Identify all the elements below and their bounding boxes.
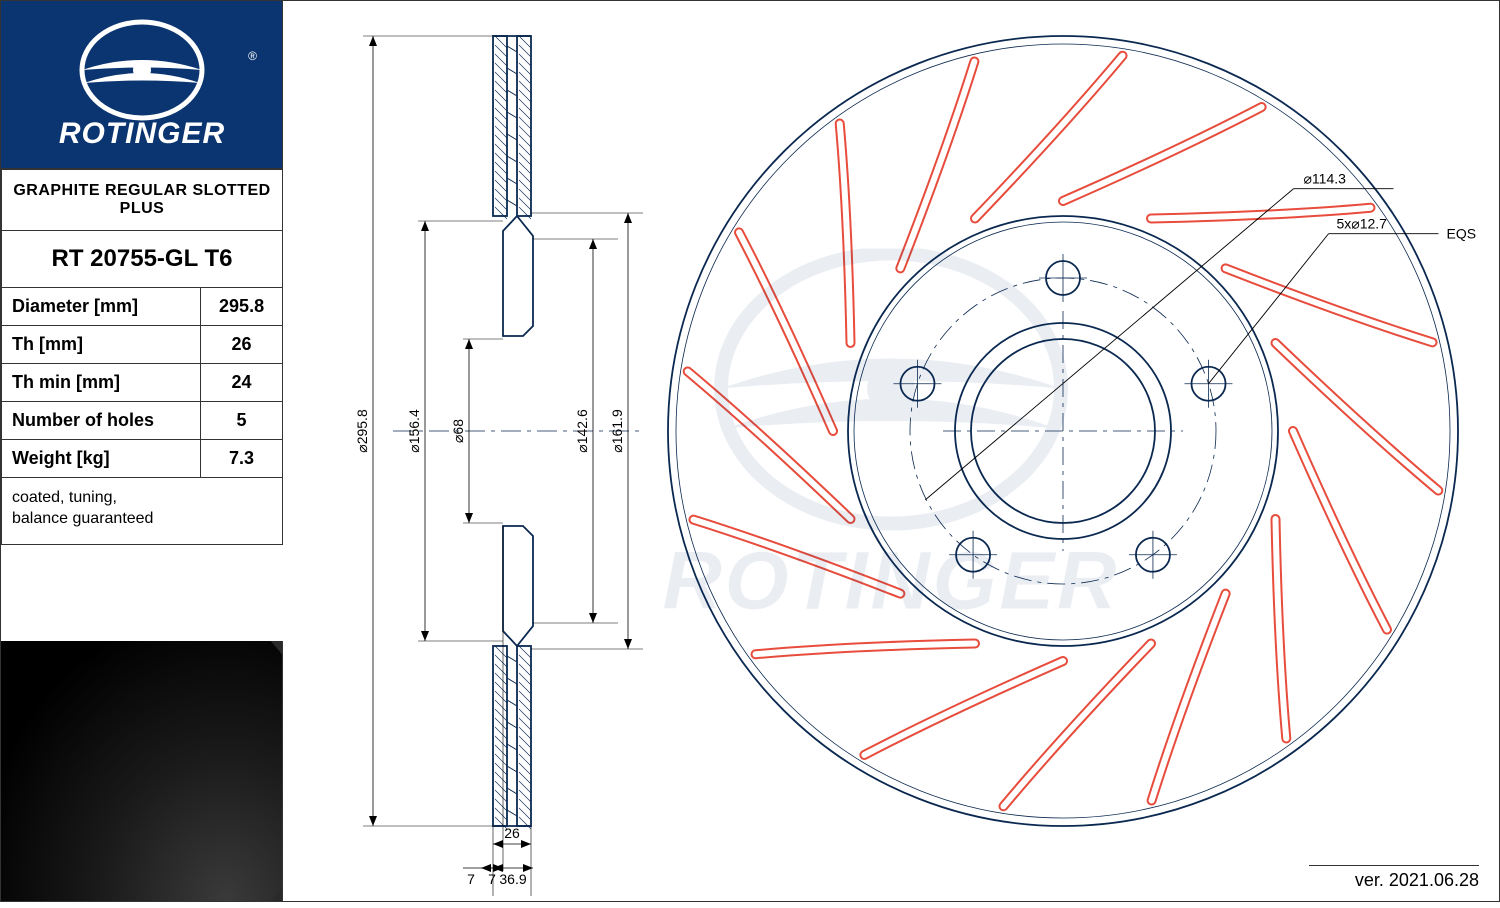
- svg-text:⌀68: ⌀68: [450, 419, 466, 443]
- technical-svg: ⌀114.3 5x⌀12.7 EQS ⌀295.8 ⌀156.4 ⌀68 ⌀142.6 ⌀16…: [283, 1, 1500, 903]
- version-label: ver. 2021.06.28: [1309, 865, 1479, 891]
- product-photo: [1, 641, 283, 901]
- svg-text:EQS: EQS: [1447, 226, 1477, 242]
- svg-text:5x⌀12.7: 5x⌀12.7: [1337, 216, 1388, 232]
- spec-sidebar: ® ROTINGER GRAPHITE REGULAR SLOTTED PLUS…: [1, 1, 283, 901]
- svg-text:ROTINGER: ROTINGER: [58, 117, 224, 150]
- svg-text:26: 26: [504, 825, 520, 841]
- notes: coated, tuning, balance guaranteed: [2, 478, 283, 545]
- table-row: Th min [mm]24: [2, 364, 283, 402]
- svg-text:⌀142.6: ⌀142.6: [574, 409, 590, 453]
- svg-text:®: ®: [248, 49, 257, 63]
- table-row: Th [mm]26: [2, 326, 283, 364]
- brand-logo: ® ROTINGER: [1, 1, 283, 169]
- table-row: Weight [kg]7.3: [2, 440, 283, 478]
- svg-text:7: 7: [488, 871, 496, 887]
- part-number: RT 20755-GL T6: [2, 231, 283, 288]
- table-row: Diameter [mm]295.8: [2, 288, 283, 326]
- svg-text:⌀114.3: ⌀114.3: [1304, 171, 1347, 187]
- table-row: Number of holes5: [2, 402, 283, 440]
- product-line: GRAPHITE REGULAR SLOTTED PLUS: [2, 170, 283, 231]
- drawing-canvas: ROTINGER ⌀114.35x⌀12.7EQS⌀295.8⌀156.4⌀68…: [283, 1, 1499, 901]
- svg-text:⌀161.9: ⌀161.9: [609, 409, 625, 453]
- svg-text:⌀295.8: ⌀295.8: [354, 409, 370, 453]
- spec-table: GRAPHITE REGULAR SLOTTED PLUS RT 20755-G…: [1, 169, 283, 545]
- technical-drawing: ® ROTINGER GRAPHITE REGULAR SLOTTED PLUS…: [0, 0, 1500, 902]
- svg-text:7: 7: [467, 871, 475, 887]
- svg-text:⌀156.4: ⌀156.4: [406, 409, 422, 453]
- svg-text:36.9: 36.9: [499, 871, 526, 887]
